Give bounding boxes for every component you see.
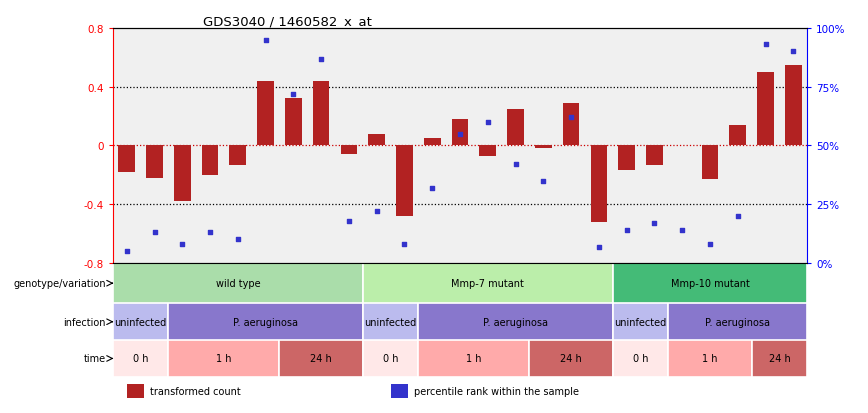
Point	[425, 185, 439, 192]
Bar	[363, 304, 418, 340]
Bar	[113, 263, 363, 304]
Bar	[312, 82, 330, 146]
Point	[231, 237, 245, 243]
Bar	[668, 304, 807, 340]
Bar	[618, 146, 635, 171]
Bar	[396, 146, 413, 216]
Text: 1 h: 1 h	[702, 354, 718, 363]
Bar	[757, 73, 774, 146]
Point	[314, 56, 328, 63]
Text: uninfected: uninfected	[115, 317, 167, 327]
Bar	[257, 82, 274, 146]
Bar	[752, 340, 807, 377]
Bar	[701, 146, 719, 180]
Bar	[391, 384, 408, 398]
Text: genotype/variation: genotype/variation	[13, 278, 106, 289]
Point	[759, 42, 773, 49]
Bar	[785, 66, 802, 146]
Point	[481, 119, 495, 126]
Point	[536, 178, 550, 185]
Text: 1 h: 1 h	[466, 354, 482, 363]
Bar	[363, 340, 418, 377]
Bar	[201, 146, 219, 176]
Text: 0 h: 0 h	[633, 354, 648, 363]
Point	[203, 230, 217, 236]
Bar	[507, 109, 524, 146]
Point	[342, 218, 356, 224]
Bar	[146, 146, 163, 178]
Text: P. aeruginosa: P. aeruginosa	[483, 317, 548, 327]
Bar	[535, 146, 552, 149]
Bar	[418, 340, 529, 377]
Text: 0 h: 0 h	[383, 354, 398, 363]
Text: time: time	[84, 354, 106, 363]
Text: 24 h: 24 h	[768, 354, 791, 363]
Bar	[127, 384, 144, 398]
Text: 1 h: 1 h	[216, 354, 232, 363]
Text: transformed count: transformed count	[149, 386, 240, 396]
Bar	[418, 304, 613, 340]
Text: 24 h: 24 h	[560, 354, 582, 363]
Text: GDS3040 / 1460582_x_at: GDS3040 / 1460582_x_at	[203, 15, 372, 28]
Point	[286, 91, 300, 98]
Bar	[613, 340, 668, 377]
Bar	[529, 340, 613, 377]
Bar	[174, 146, 191, 202]
Bar	[285, 99, 302, 146]
Point	[731, 213, 745, 220]
Point	[675, 227, 689, 234]
Bar	[613, 304, 668, 340]
Bar	[340, 146, 358, 155]
Point	[148, 230, 161, 236]
Point	[564, 115, 578, 121]
Bar	[451, 120, 469, 146]
Bar	[424, 139, 441, 146]
Text: uninfected: uninfected	[615, 317, 667, 327]
Text: Mmp-10 mutant: Mmp-10 mutant	[671, 278, 749, 289]
Bar	[229, 146, 247, 165]
Text: wild type: wild type	[215, 278, 260, 289]
Point	[592, 244, 606, 250]
Bar	[479, 146, 496, 157]
Bar	[168, 340, 279, 377]
Point	[259, 37, 273, 44]
Bar	[646, 146, 663, 165]
Point	[509, 161, 523, 168]
Point	[370, 209, 384, 215]
Text: P. aeruginosa: P. aeruginosa	[706, 317, 770, 327]
Bar	[113, 340, 168, 377]
Point	[398, 241, 411, 248]
Text: 24 h: 24 h	[310, 354, 332, 363]
Bar	[613, 263, 807, 304]
Point	[703, 241, 717, 248]
Point	[648, 220, 661, 227]
Bar	[590, 146, 608, 222]
Point	[175, 241, 189, 248]
Text: infection: infection	[63, 317, 106, 327]
Bar	[113, 304, 168, 340]
Bar	[118, 146, 135, 173]
Point	[620, 227, 634, 234]
Text: percentile rank within the sample: percentile rank within the sample	[413, 386, 578, 396]
Bar	[368, 134, 385, 146]
Bar	[168, 304, 363, 340]
Point	[120, 248, 134, 255]
Bar	[363, 263, 613, 304]
Bar	[729, 126, 746, 146]
Bar	[279, 340, 363, 377]
Text: P. aeruginosa: P. aeruginosa	[233, 317, 298, 327]
Point	[786, 49, 800, 56]
Text: uninfected: uninfected	[365, 317, 417, 327]
Text: Mmp-7 mutant: Mmp-7 mutant	[451, 278, 524, 289]
Text: 0 h: 0 h	[133, 354, 148, 363]
Bar	[668, 340, 752, 377]
Point	[453, 131, 467, 138]
Bar	[562, 104, 580, 146]
